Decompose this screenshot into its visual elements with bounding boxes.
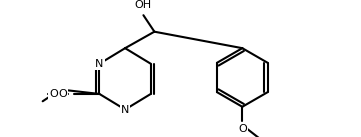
Text: O: O bbox=[49, 89, 58, 99]
Text: OH: OH bbox=[135, 0, 152, 10]
Text: O: O bbox=[58, 89, 67, 99]
Text: N: N bbox=[121, 105, 129, 115]
Text: N: N bbox=[95, 59, 104, 69]
Text: O: O bbox=[238, 124, 247, 134]
